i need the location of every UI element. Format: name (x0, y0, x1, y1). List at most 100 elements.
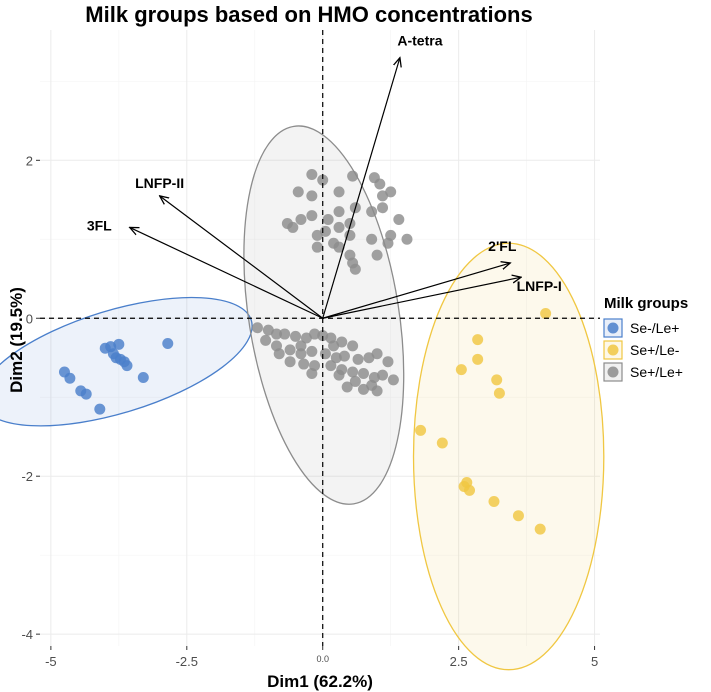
data-point (366, 233, 378, 245)
data-point (284, 344, 296, 356)
loading-arrow (160, 196, 324, 319)
data-point (352, 353, 364, 365)
data-point (347, 340, 359, 352)
data-point (491, 374, 503, 386)
data-point (540, 308, 552, 320)
data-point (325, 360, 337, 372)
y-tick-label: -2 (21, 469, 33, 484)
loading-arrow (322, 263, 511, 319)
loading-arrow (322, 58, 400, 319)
data-point (371, 385, 383, 397)
data-point (306, 190, 318, 202)
legend-title: Milk groups (604, 295, 688, 312)
data-point (319, 348, 331, 360)
legend: Milk groups Se-/Le+ Se+/Le- Se+/Le+ (603, 295, 688, 382)
data-point (347, 170, 359, 182)
data-point (311, 229, 323, 241)
data-point (357, 368, 369, 380)
data-point (284, 356, 296, 368)
data-point (363, 352, 375, 364)
data-point (455, 364, 467, 376)
loading-arrow (130, 227, 323, 319)
loading-label: A-tetra (397, 33, 442, 49)
data-point (121, 360, 133, 372)
data-point (306, 345, 318, 357)
data-point (472, 353, 484, 365)
data-point (251, 322, 263, 334)
data-point (464, 484, 476, 496)
data-point (306, 368, 318, 380)
legend-marker (607, 322, 619, 334)
data-point (295, 340, 307, 352)
data-point (295, 214, 307, 226)
data-point (287, 221, 299, 233)
data-point (333, 186, 345, 198)
data-point (317, 174, 329, 186)
data-point (371, 249, 383, 261)
confidence-ellipse (412, 242, 605, 671)
data-point (344, 217, 356, 229)
x-tick-label: 2.5 (450, 654, 468, 669)
loading-label: 3FL (87, 217, 112, 233)
data-point (357, 383, 369, 395)
y-tick-label: -4 (21, 627, 33, 642)
data-point (366, 206, 378, 218)
data-point (113, 338, 125, 350)
data-point (387, 374, 399, 386)
x-tick-label: -5 (45, 654, 57, 669)
data-point (311, 241, 323, 253)
legend-label: Se+/Le+ (630, 364, 683, 380)
data-point (341, 381, 353, 393)
data-point (322, 214, 334, 226)
x-tick-label: -2.5 (176, 654, 198, 669)
data-point (385, 186, 397, 198)
data-point (64, 372, 76, 384)
x-axis-title: Dim1 (62.2%) (267, 672, 373, 691)
data-point (94, 403, 106, 415)
loading-label: LNFP-I (517, 278, 562, 294)
data-point (292, 186, 304, 198)
data-point (336, 336, 348, 348)
data-point (371, 348, 383, 360)
data-point (137, 371, 149, 383)
x-tick-label: 5 (591, 654, 598, 669)
data-point (344, 229, 356, 241)
loading-label: 2'FL (488, 238, 517, 254)
data-point (306, 169, 318, 181)
data-point (333, 221, 345, 233)
data-point (534, 523, 546, 535)
data-point (330, 352, 342, 364)
data-point (377, 202, 389, 214)
data-point (295, 348, 307, 360)
legend-label: Se+/Le- (630, 342, 680, 358)
y-tick-label: 0 (26, 311, 33, 326)
data-point (377, 190, 389, 202)
data-point (488, 495, 500, 507)
data-point (472, 334, 484, 346)
data-point (401, 233, 413, 245)
confidence-ellipse (0, 296, 253, 427)
data-point (338, 350, 350, 362)
data-point (377, 369, 389, 381)
data-point (309, 328, 321, 340)
data-point (393, 214, 405, 226)
data-point (349, 263, 361, 275)
data-point (271, 328, 283, 340)
data-point (80, 388, 92, 400)
data-point (260, 334, 272, 346)
loading-arrow (322, 277, 521, 319)
data-point (290, 330, 302, 342)
legend-marker (607, 344, 619, 356)
data-point (273, 348, 285, 360)
data-point (436, 437, 448, 449)
data-point (349, 375, 361, 387)
x-tick-label: 0.0 (316, 654, 329, 664)
data-point (333, 241, 345, 253)
data-point (382, 356, 394, 368)
data-point (333, 369, 345, 381)
data-point (347, 366, 359, 378)
data-point (493, 387, 505, 399)
data-point (374, 178, 386, 190)
data-point (512, 510, 524, 522)
